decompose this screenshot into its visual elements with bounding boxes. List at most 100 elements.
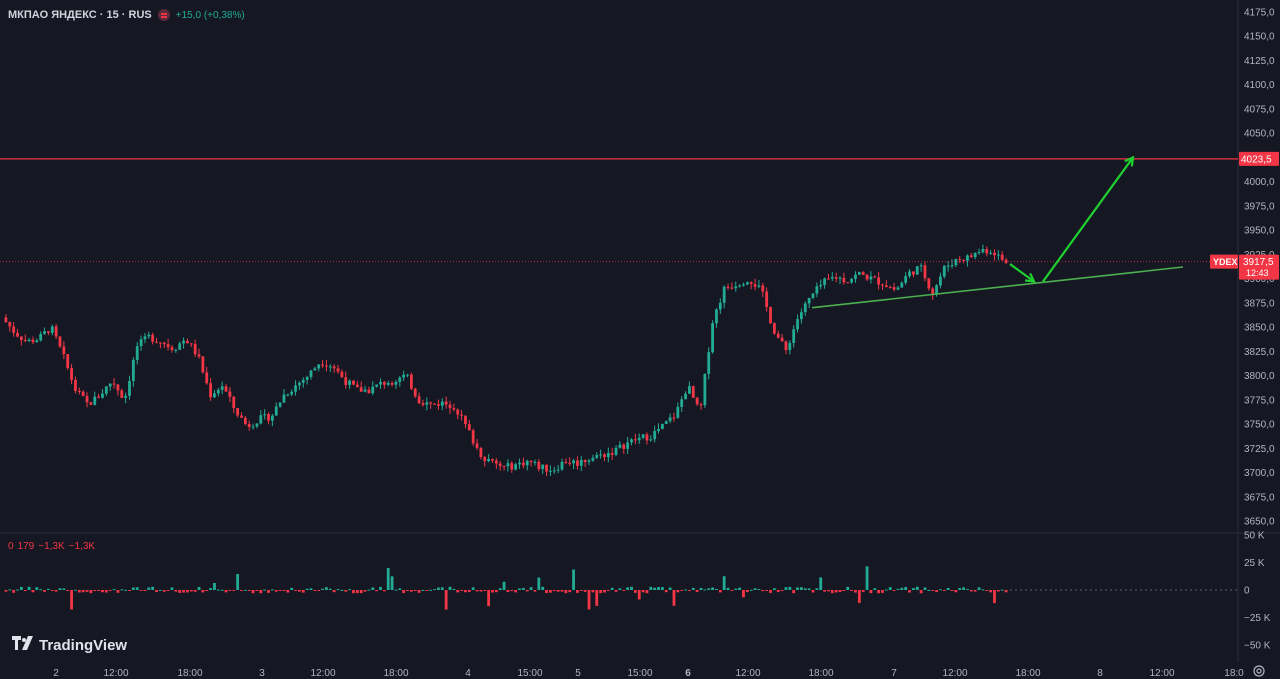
volume-bar xyxy=(668,587,672,590)
candle-body xyxy=(969,255,973,258)
time-tick-label: 7 xyxy=(891,668,897,679)
candle-body xyxy=(900,282,904,288)
candle-body xyxy=(525,460,529,466)
volume-bar xyxy=(989,590,993,593)
candle-body xyxy=(367,389,371,394)
volume-bar xyxy=(873,588,877,590)
candle-body xyxy=(255,423,259,427)
candle-body xyxy=(660,423,664,429)
volume-tick-label: −25 K xyxy=(1244,613,1271,624)
candle-body xyxy=(935,285,938,295)
candle-body xyxy=(216,389,220,394)
volume-bar xyxy=(958,587,962,590)
candle-body xyxy=(93,396,97,405)
volume-bar xyxy=(305,588,309,590)
volume-bar xyxy=(502,581,506,590)
volume-bar xyxy=(572,569,575,590)
candle-body xyxy=(784,341,788,350)
price-pane xyxy=(4,244,1008,477)
candle-body xyxy=(267,414,270,421)
tradingview-logo[interactable]: TradingView xyxy=(12,636,127,654)
candle-body xyxy=(857,272,861,275)
volume-bar xyxy=(807,588,811,590)
price-tick-label: 3675,0 xyxy=(1244,492,1275,503)
volume-bar xyxy=(62,588,66,590)
time-tick-label: 5 xyxy=(575,668,581,679)
volume-bar xyxy=(715,588,718,590)
candle-body xyxy=(796,319,799,330)
candle-body xyxy=(213,393,216,398)
candle-body xyxy=(406,374,409,376)
volume-bar xyxy=(321,588,324,590)
volume-bar xyxy=(50,590,54,591)
volume-bar xyxy=(545,590,548,594)
symbol-title[interactable]: МКПАО ЯНДЕКС · 15 · RUS xyxy=(8,9,152,21)
candle-body xyxy=(923,265,927,279)
gear-icon[interactable] xyxy=(1252,664,1266,678)
volume-bar xyxy=(900,587,904,590)
volume-bar xyxy=(70,590,73,610)
volume-bar xyxy=(162,590,166,592)
volume-bar xyxy=(942,590,946,591)
last-price-tag xyxy=(1239,254,1279,280)
volume-bar xyxy=(386,568,390,590)
volume-bar xyxy=(842,590,846,591)
candle-body xyxy=(985,249,989,254)
volume-bar xyxy=(209,588,212,590)
volume-bar xyxy=(684,589,687,591)
volume-bar xyxy=(514,590,518,593)
volume-bar xyxy=(216,589,220,591)
candle-body xyxy=(108,383,112,387)
volume-bar xyxy=(309,588,313,590)
volume-bar xyxy=(653,587,657,590)
volume-bar xyxy=(564,590,568,594)
volume-bar xyxy=(811,590,815,593)
candle-body xyxy=(761,285,765,292)
market-status-icon[interactable] xyxy=(157,9,170,21)
volume-bar xyxy=(166,590,170,591)
volume-bar xyxy=(819,577,823,590)
forecast-arrow-down xyxy=(1009,263,1035,283)
candle-body xyxy=(479,447,483,458)
time-tick-label: 18:00 xyxy=(383,668,408,679)
candle-body xyxy=(155,341,158,343)
volume-bar xyxy=(641,590,645,593)
candle-body xyxy=(460,414,463,416)
volume-bar xyxy=(475,590,479,592)
time-tick-label: 6 xyxy=(685,668,691,679)
volume-bar xyxy=(753,588,757,590)
candle-body xyxy=(305,377,309,380)
candle-body xyxy=(74,379,77,391)
volume-bar xyxy=(108,590,112,591)
volume-bar xyxy=(294,590,297,591)
candle-body xyxy=(958,259,962,261)
candle-body xyxy=(815,286,819,294)
volume-bar xyxy=(599,590,603,594)
volume-bar xyxy=(58,588,62,590)
candle-body xyxy=(379,381,382,385)
volume-bar xyxy=(382,590,386,592)
candle-body xyxy=(282,394,286,403)
candle-body xyxy=(498,463,502,467)
candle-body xyxy=(645,434,649,441)
candle-body xyxy=(209,383,212,398)
candle-body xyxy=(487,459,491,462)
volume-bar xyxy=(996,590,1000,592)
volume-bar xyxy=(220,589,224,591)
candle-body xyxy=(838,277,842,279)
time-tick-label: 2 xyxy=(53,668,59,679)
volume-bar xyxy=(707,588,711,590)
candle-body xyxy=(626,442,630,449)
tradingview-logo-text: TradingView xyxy=(39,636,128,654)
candle-body xyxy=(409,374,413,389)
volume-bar xyxy=(688,590,691,591)
price-tick-label: 3975,0 xyxy=(1244,201,1275,212)
candle-body xyxy=(610,453,614,455)
volume-bar xyxy=(521,588,525,590)
volume-legend: 0 179 −1,3K −1,3K xyxy=(8,541,99,552)
volume-bar xyxy=(726,587,730,590)
candle-body xyxy=(371,386,375,394)
volume-bar xyxy=(830,590,834,594)
volume-bar xyxy=(633,590,637,593)
